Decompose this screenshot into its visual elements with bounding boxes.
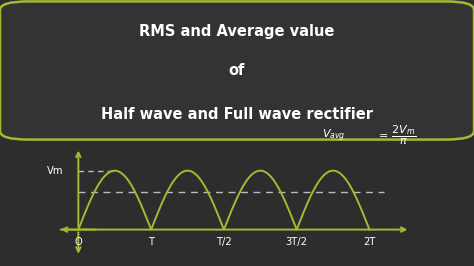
Text: of: of <box>229 63 245 78</box>
FancyBboxPatch shape <box>0 1 474 140</box>
Text: O: O <box>74 237 82 247</box>
Text: 2T: 2T <box>363 237 376 247</box>
Text: Vm: Vm <box>47 166 64 176</box>
Text: RMS and Average value: RMS and Average value <box>139 23 335 39</box>
Text: 3T/2: 3T/2 <box>286 237 308 247</box>
Text: $V_{avg}$: $V_{avg}$ <box>322 127 346 144</box>
Text: T: T <box>148 237 154 247</box>
Text: T/2: T/2 <box>216 237 232 247</box>
Text: Half wave and Full wave rectifier: Half wave and Full wave rectifier <box>101 107 373 122</box>
Text: $= \,\dfrac{2V_m}{\pi}$: $= \,\dfrac{2V_m}{\pi}$ <box>376 124 416 147</box>
